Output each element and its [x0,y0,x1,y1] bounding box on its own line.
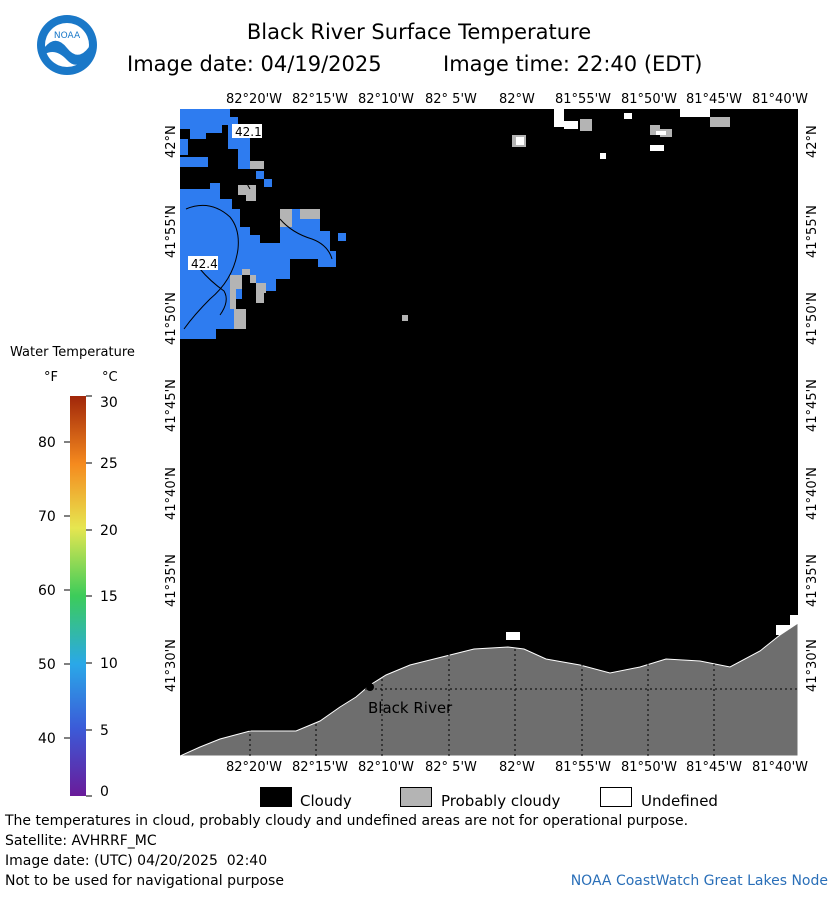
lat-label: 42°N [164,125,179,158]
legend-undefined-swatch [600,787,632,807]
lat-label: 41°30'N [805,639,820,692]
lon-label: 82°20'W [226,760,283,775]
contour-label: 42.4 [191,257,218,271]
c-tick: 30 [100,395,118,411]
lon-label: 82°15'W [292,760,349,775]
c-tick: 0 [100,784,109,800]
lon-label: 81°45'W [686,92,743,107]
contour-label: 42.1 [235,125,262,139]
lat-label: 41°35'N [805,554,820,607]
colorbar-gradient [70,396,86,796]
credit-text: NOAA CoastWatch Great Lakes Node [570,873,828,889]
lat-label: 41°40'N [805,467,820,520]
land-area [180,622,798,756]
c-tick: 25 [100,456,118,472]
noaa-logo: NOAA [37,15,97,75]
f-tick: 40 [38,731,56,747]
f-tick: 60 [38,583,56,599]
graticule [180,649,798,756]
colorbar: 80 70 60 50 40 30 25 20 15 10 5 0 [38,395,118,800]
c-tick: 15 [100,589,118,605]
lon-label: 81°45'W [686,760,743,775]
lon-label: 81°55'W [555,760,612,775]
legend-probably-cloudy-label: Probably cloudy [441,792,561,810]
c-tick: 20 [100,523,118,539]
temperature-map: 42.1 42.4 Black River [180,109,798,756]
f-tick: 80 [38,435,56,451]
contour-label-box [188,256,218,270]
lat-label: 42°N [805,125,820,158]
lat-label: 41°50'N [164,292,179,345]
lat-label: 41°50'N [805,292,820,345]
image-time: Image time: 22:40 (EDT) [443,52,703,76]
legend-probably-cloudy-swatch [400,787,432,807]
lon-label: 82°W [499,760,535,775]
legend-cloudy-label: Cloudy [300,792,352,810]
lon-label: 82°20'W [226,92,283,107]
lon-label: 82° 5'W [425,92,477,107]
lat-label: 41°55'N [805,205,820,258]
f-tick: 70 [38,509,56,525]
satellite-text: Satellite: AVHRRF_MC [5,833,157,849]
lon-label: 82°15'W [292,92,349,107]
image-date: Image date: 04/19/2025 [127,52,382,76]
lat-label: 41°45'N [805,379,820,432]
lon-label: 82°W [499,92,535,107]
contour-lines [181,168,333,330]
c-tick: 10 [100,656,118,672]
lon-label: 81°50'W [621,760,678,775]
page-title: Black River Surface Temperature [246,20,592,44]
f-tick: 50 [38,657,56,673]
disclaimer-text: The temperatures in cloud, probably clou… [5,813,689,829]
lon-label: 82°10'W [358,760,415,775]
lon-label: 81°40'W [752,760,809,775]
nav-warning-text: Not to be used for navigational purpose [5,873,284,889]
lon-label: 82° 5'W [425,760,477,775]
lon-label: 81°40'W [752,92,809,107]
black-river-label: Black River [368,699,453,717]
contour-label-box [232,124,262,138]
lon-label: 82°10'W [358,92,415,107]
lat-label: 41°45'N [164,379,179,432]
legend-cloudy-swatch [260,787,292,807]
colorbar-unit-c: °C [102,370,118,385]
lat-label: 41°30'N [164,639,179,692]
black-river-marker [366,683,374,691]
noaa-logo-text: NOAA [54,31,81,41]
colorbar-title: Water Temperature [10,345,135,360]
c-tick: 5 [100,723,109,739]
utc-date-text: Image date: (UTC) 04/20/2025 02:40 [5,853,268,869]
lat-label: 41°40'N [164,467,179,520]
legend-undefined-label: Undefined [641,792,718,810]
colorbar-unit-f: °F [44,370,58,385]
lat-label: 41°55'N [164,205,179,258]
lon-label: 81°50'W [621,92,678,107]
lon-label: 81°55'W [555,92,612,107]
lat-label: 41°35'N [164,554,179,607]
